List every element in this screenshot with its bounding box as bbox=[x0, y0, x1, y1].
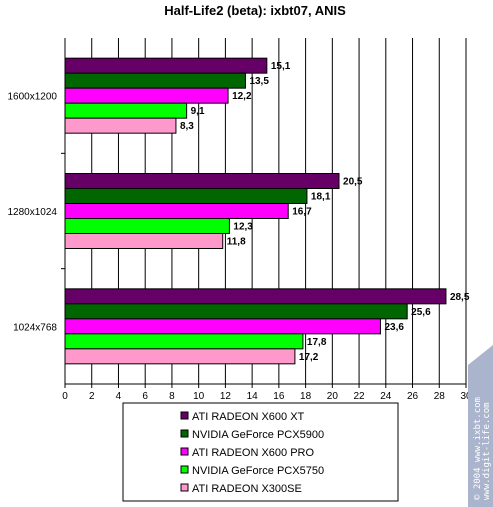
category-label: 1600x1200 bbox=[8, 92, 58, 103]
bar bbox=[64, 303, 408, 320]
bar bbox=[64, 348, 296, 365]
data-label: 16,7 bbox=[292, 207, 312, 218]
data-label: 17,8 bbox=[307, 337, 327, 348]
bar bbox=[64, 117, 177, 134]
data-label: 28,5 bbox=[450, 292, 470, 303]
category-label: 1280x1024 bbox=[8, 207, 58, 218]
legend: ATI RADEON X600 XT NVIDIA GeForce PCX5900… bbox=[122, 402, 399, 502]
legend-label: ATI RADEON X600 XT bbox=[192, 411, 305, 423]
x-tick-label: 10 bbox=[193, 391, 205, 402]
plot-area: 15,113,5 12,2 9,1 8,3 1600x1200 20,5 18,1 16,7 1… bbox=[8, 38, 472, 402]
x-tick-label: 22 bbox=[354, 391, 366, 402]
data-label: 8,3 bbox=[180, 121, 194, 132]
bar bbox=[64, 72, 246, 89]
data-label: 25,6 bbox=[411, 307, 431, 318]
legend-swatch bbox=[180, 447, 189, 456]
x-tick-label: 18 bbox=[300, 391, 312, 402]
watermark-text: www.digit-life.com bbox=[482, 402, 492, 500]
legend-swatch bbox=[180, 465, 189, 474]
watermark-background bbox=[468, 345, 493, 507]
bar bbox=[64, 173, 340, 189]
category-label: 1024x768 bbox=[13, 322, 57, 333]
x-tick-label: 12 bbox=[220, 391, 232, 402]
watermark: © 2004 www.ixbt.com www.digit-life.com bbox=[468, 345, 493, 507]
x-tick-label: 24 bbox=[380, 391, 392, 402]
data-label: 11,8 bbox=[227, 237, 246, 248]
x-tick-label: 28 bbox=[434, 391, 446, 402]
bar bbox=[64, 333, 304, 350]
x-tick-label: 16 bbox=[273, 391, 285, 402]
data-label: 12,3 bbox=[233, 222, 253, 233]
bar bbox=[64, 233, 224, 249]
x-tick-label: 6 bbox=[142, 391, 148, 402]
bar bbox=[64, 188, 308, 204]
legend-swatch bbox=[180, 429, 189, 438]
legend-label: NVIDIA GeForce PCX5750 bbox=[192, 465, 324, 477]
x-tick-label: 26 bbox=[407, 391, 419, 402]
bar bbox=[64, 218, 230, 234]
legend-box bbox=[122, 402, 399, 502]
legend-label: ATI RADEON X300SE bbox=[192, 483, 302, 495]
x-tick-label: 8 bbox=[169, 391, 175, 402]
x-tick-label: 14 bbox=[247, 391, 259, 402]
x-tick-label: 0 bbox=[62, 391, 68, 402]
legend-label: NVIDIA GeForce PCX5900 bbox=[192, 429, 324, 441]
watermark-text: © 2004 www.ixbt.com bbox=[473, 397, 483, 500]
bar bbox=[64, 288, 447, 305]
bar bbox=[64, 318, 381, 335]
chart-title: Half-Life2 (beta): ixbt07, ANIS bbox=[164, 3, 346, 18]
x-tick-label: 20 bbox=[327, 391, 339, 402]
data-label: 20,5 bbox=[343, 177, 363, 188]
data-label: 18,1 bbox=[311, 192, 331, 203]
bar bbox=[64, 102, 188, 119]
data-label: 9,1 bbox=[191, 106, 205, 117]
legend-label: ATI RADEON X600 PRO bbox=[192, 447, 314, 459]
x-tick-label: 2 bbox=[89, 391, 95, 402]
data-label: 23,6 bbox=[384, 322, 404, 333]
data-label: 15,1 bbox=[271, 61, 291, 72]
bar bbox=[64, 87, 229, 104]
legend-swatch bbox=[180, 483, 189, 492]
x-tick-label: 4 bbox=[116, 391, 122, 402]
data-label: 17,2 bbox=[299, 352, 319, 363]
x-tick-label: 30 bbox=[460, 391, 472, 402]
data-label: 12,2 bbox=[232, 91, 252, 102]
bar bbox=[64, 203, 289, 219]
data-label: 13,5 bbox=[249, 76, 269, 87]
bar bbox=[64, 57, 268, 74]
legend-swatch bbox=[180, 411, 189, 420]
